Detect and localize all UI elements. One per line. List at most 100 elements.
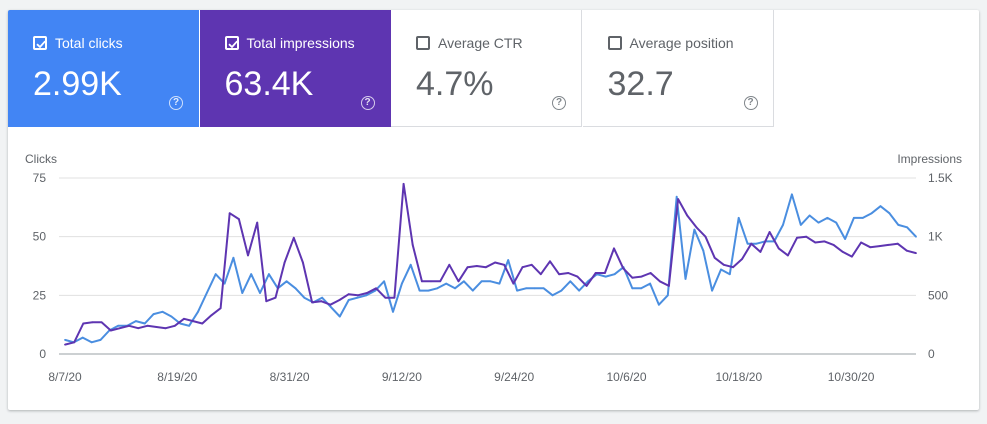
right-tick-label: 1.5K <box>928 171 953 185</box>
data-point-clicks <box>294 287 297 290</box>
data-point-impressions <box>228 212 231 215</box>
data-point-impressions <box>137 327 140 330</box>
data-point-impressions <box>567 272 570 274</box>
data-point-impressions <box>640 275 643 278</box>
right-tick-label: 500 <box>928 288 948 302</box>
metric-value: 32.7 <box>607 65 674 103</box>
data-point-impressions <box>732 266 734 269</box>
data-point-clicks <box>152 313 155 315</box>
checked-checkbox-icon[interactable] <box>33 36 47 50</box>
data-point-impressions <box>366 292 368 294</box>
data-point-clicks <box>445 282 448 285</box>
data-point-clicks <box>321 296 323 299</box>
data-point-impressions <box>457 280 460 283</box>
help-icon[interactable]: ? <box>360 96 375 110</box>
data-point-clicks <box>303 296 306 299</box>
data-point-impressions <box>549 260 551 263</box>
data-point-clicks <box>383 280 385 283</box>
data-point-clicks <box>791 193 793 196</box>
data-point-impressions <box>814 241 817 244</box>
data-point-clicks <box>915 235 917 238</box>
data-point-impressions <box>439 280 442 283</box>
data-point-impressions <box>274 296 277 299</box>
data-point-clicks <box>746 242 749 245</box>
metric-tile-average-ctr[interactable]: Average CTR 4.7%? <box>391 10 582 127</box>
x-tick-label: 9/12/20 <box>382 370 422 384</box>
data-point-impressions <box>887 244 890 246</box>
data-point-clicks <box>409 263 412 266</box>
data-point-clicks <box>463 280 465 283</box>
data-point-clicks <box>631 287 634 290</box>
data-point-clicks <box>489 280 492 283</box>
metric-tile-total-impressions[interactable]: Total impressions 63.4K? <box>199 10 391 127</box>
data-point-clicks <box>693 228 696 231</box>
data-point-impressions <box>905 249 908 252</box>
data-point-impressions <box>677 198 679 201</box>
data-point-clicks <box>117 324 120 327</box>
data-point-impressions <box>183 317 185 320</box>
data-point-impressions <box>851 255 853 258</box>
checkbox-icon[interactable] <box>607 36 622 50</box>
data-point-impressions <box>302 261 304 264</box>
checked-checkbox-icon[interactable] <box>224 36 239 50</box>
data-point-impressions <box>668 285 670 287</box>
data-point-clicks <box>99 339 102 341</box>
data-point-impressions <box>631 276 634 279</box>
data-point-clicks <box>844 238 846 240</box>
data-point-clicks <box>542 287 545 290</box>
data-point-impressions <box>119 327 121 330</box>
data-point-impressions <box>521 266 524 269</box>
data-point-impressions <box>100 321 103 324</box>
data-point-clicks <box>516 289 518 292</box>
data-point-clicks <box>720 268 722 271</box>
data-point-clicks <box>135 320 137 322</box>
data-point-clicks <box>906 226 908 229</box>
data-point-impressions <box>805 235 808 238</box>
data-point-clicks <box>853 217 855 219</box>
data-point-clicks <box>604 275 607 278</box>
data-point-impressions <box>192 320 195 322</box>
data-point-clicks <box>702 249 705 252</box>
right-axis-title: Impressions <box>897 152 962 166</box>
data-point-impressions <box>73 341 76 344</box>
data-point-impressions <box>173 324 176 327</box>
left-tick-label: 0 <box>39 347 46 361</box>
data-point-clicks <box>268 273 270 276</box>
data-point-clicks <box>188 324 191 327</box>
data-point-clicks <box>392 310 394 313</box>
data-point-impressions <box>64 343 66 346</box>
help-icon[interactable]: ? <box>743 96 758 110</box>
data-point-impressions <box>860 241 862 244</box>
data-point-impressions <box>750 242 753 245</box>
data-point-impressions <box>741 258 743 260</box>
data-point-clicks <box>799 224 802 226</box>
help-icon[interactable]: ? <box>169 96 183 110</box>
data-point-clicks <box>755 242 758 245</box>
data-point-clicks <box>649 282 651 285</box>
data-point-impressions <box>787 254 789 257</box>
metric-tile-average-position[interactable]: Average position 32.7? <box>582 10 774 127</box>
data-point-impressions <box>512 282 515 285</box>
left-axis-title: Clicks <box>25 152 57 166</box>
x-tick-label: 10/6/20 <box>606 370 646 384</box>
data-point-impressions <box>896 242 899 245</box>
data-point-impressions <box>585 285 588 287</box>
checkbox-icon[interactable] <box>416 36 430 50</box>
data-point-clicks <box>241 292 244 294</box>
data-point-clicks <box>658 303 660 306</box>
data-point-impressions <box>402 183 405 185</box>
data-point-clicks <box>90 341 93 344</box>
metric-tile-total-clicks[interactable]: Total clicks 2.99K? <box>8 10 199 127</box>
data-point-impressions <box>356 294 359 297</box>
data-point-clicks <box>205 292 208 294</box>
help-icon[interactable]: ? <box>552 96 566 110</box>
data-point-impressions <box>238 218 240 221</box>
data-point-impressions <box>210 314 213 317</box>
data-point-impressions <box>292 236 295 239</box>
data-point-impressions <box>466 266 469 269</box>
data-point-impressions <box>82 322 85 325</box>
data-point-clicks <box>737 217 740 219</box>
data-point-clicks <box>728 273 731 276</box>
metric-value: 4.7% <box>416 65 494 103</box>
data-point-impressions <box>915 252 917 255</box>
